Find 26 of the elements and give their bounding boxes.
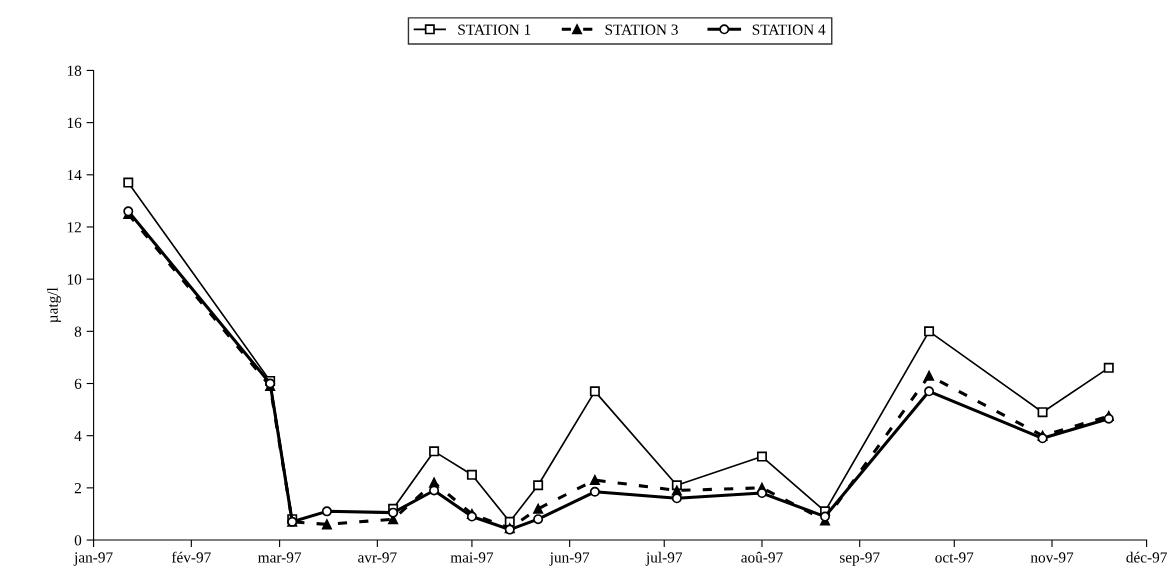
x-tick-label: jun-97 [549,552,590,566]
x-tick-label: mai-97 [450,552,494,563]
x-tick-label: avr-97 [358,552,397,563]
y-tick-label: 8 [74,326,82,337]
x-tick-label: nov-97 [1030,552,1074,563]
x-tick-label: oct-97 [935,552,974,563]
y-axis-title: µatg/l [47,287,61,323]
y-tick-label: 4 [74,430,82,441]
x-tick-label: sep-97 [839,552,880,566]
legend-label: STATION 1 [458,24,531,35]
legend-label: STATION 3 [605,24,678,35]
x-tick-label: fév-97 [171,551,211,563]
x-tick-label: déc-97 [1126,551,1167,563]
x-tick-label: aoû-97 [741,551,783,563]
y-tick-label: 18 [67,65,82,76]
y-tick-label: 6 [74,378,82,389]
y-tick-label: 12 [67,222,81,233]
y-tick-label: 16 [67,117,82,129]
x-tick-label: mar-97 [258,552,302,563]
x-tick-label: jan-97 [73,552,113,566]
y-tick-label: 10 [67,274,82,285]
y-tick-label: 14 [67,170,82,181]
x-tick-label: jul-97 [645,551,683,566]
y-tick-label: 0 [74,535,82,546]
y-tick-label: 2 [74,483,81,494]
legend-label: STATION 4 [752,24,826,35]
